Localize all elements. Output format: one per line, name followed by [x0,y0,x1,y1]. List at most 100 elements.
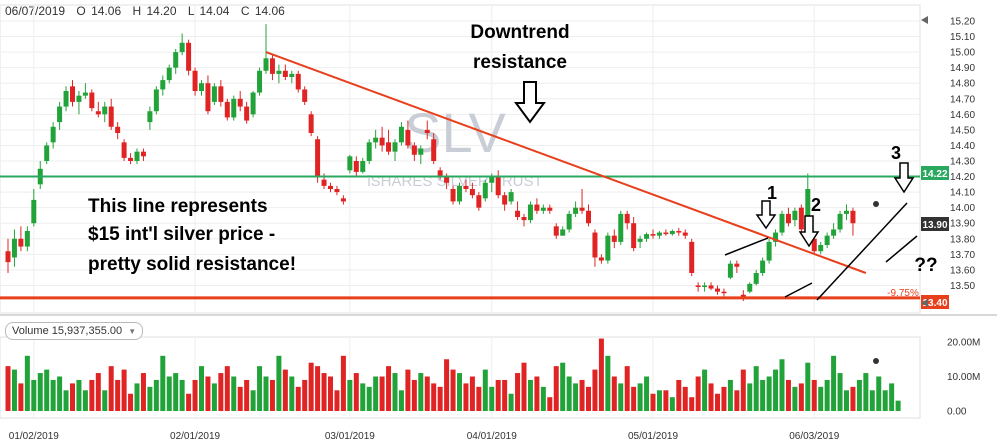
note-line2: $15 int'l silver price - [88,224,275,245]
volume-value: 15,937,355.00 [51,325,123,337]
candle [553,223,559,239]
candle [244,101,250,124]
candle [386,129,392,155]
candle [392,139,398,161]
volume-bar [489,386,495,411]
volume-bar [740,369,746,411]
volume-bar [863,373,869,411]
volume-bar [24,355,30,411]
candle [618,210,624,245]
candle [82,83,88,99]
candle [405,120,411,149]
volume-bar [153,379,159,411]
candle [831,223,837,239]
volume-bar [76,379,82,411]
high-value: 14.20 [146,4,176,18]
volume-bar [205,376,211,411]
candle [218,80,224,107]
candle [502,192,508,211]
header-date: 06/07/2019 [5,4,65,18]
candle [192,67,198,96]
candle [721,288,727,297]
volume-bar [676,379,682,411]
date-tick-label: 03/01/2019 [325,431,375,442]
volume-bar [5,366,11,411]
candle [347,154,353,174]
volume-bar [173,373,179,411]
volume-bar [656,390,662,411]
marker-1-label: 1 [767,183,777,203]
candle [108,98,114,130]
volume-bar [11,369,17,411]
volume-bar [663,390,669,411]
volume-bar [289,376,295,411]
price-tick-label: 14.70 [950,94,975,105]
candle [70,80,75,107]
candle [747,282,753,294]
candle [579,189,585,214]
uptrend-channel-upper [885,235,918,263]
volume-bar [876,376,882,411]
candle [63,86,69,112]
volume-bar [147,386,153,411]
volume-bar [373,376,379,411]
volume-bar [895,400,901,411]
volume-bar [463,383,469,411]
volume-bar [534,376,540,411]
candle [37,161,43,189]
volume-bar [379,376,385,411]
volume-bar [276,355,282,411]
volume-bar [727,379,733,411]
note-line1: This line represents [88,196,268,217]
volume-bar [598,338,604,411]
volume-bar [637,383,643,411]
volume-bar [347,379,353,411]
volume-bar [411,379,417,411]
volume-bar [353,373,359,411]
volume-bar [844,390,849,411]
volume-bar [850,386,856,411]
overlay-lines [0,51,920,300]
volume-bar [366,386,372,411]
price-tick-label: 13.70 [950,250,975,261]
volume-bar [166,376,172,411]
candle [263,24,269,74]
volume-bar [540,386,546,411]
volume-bar [186,393,192,411]
candle [457,182,462,205]
date-axis: 01/02/2019 02/01/2019 03/01/2019 04/01/2019… [9,431,840,442]
price-tick-label: 13.90 [950,219,975,230]
volume-bar [224,366,230,411]
open-label: O [76,4,85,18]
volume-bar [431,383,437,411]
candle [231,95,237,121]
volume-bar [89,379,95,411]
volume-bar [889,383,895,411]
volume-bar [508,393,514,411]
volume-bar [37,373,43,411]
candle [153,86,159,115]
price-axis: 13.50 13.60 13.70 13.80 13.90 14.00 14.10 14.20… [950,17,975,292]
volume-bar [753,366,759,411]
candle [624,210,630,230]
current-price-tag: 13.90 [921,217,949,231]
open-value: 14.06 [91,4,121,18]
candle [302,86,308,105]
volume-bar [302,379,308,411]
uptrend-channel-lower [816,202,908,301]
volume-legend[interactable]: Volume 15,937,355.00 ▼ [5,322,144,340]
candle [637,235,643,249]
candle [115,122,121,140]
candle [379,126,385,152]
candle [521,213,527,227]
question-marks: ?? [914,255,937,276]
candle [276,64,282,84]
volume-bar [708,383,714,411]
candle [482,179,488,202]
volume-bar [579,379,585,411]
candle [95,101,101,118]
volume-bar [308,362,314,411]
candle [147,106,153,130]
date-tick-label: 05/01/2019 [628,431,678,442]
volume-bar [386,366,392,411]
